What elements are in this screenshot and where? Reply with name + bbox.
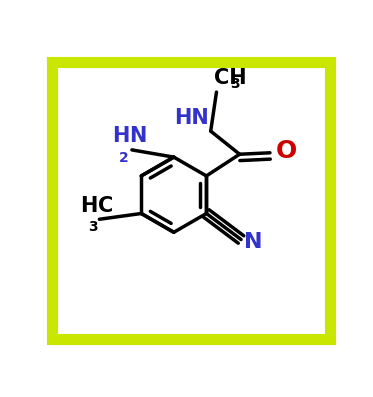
Text: 3: 3 — [231, 77, 240, 91]
Text: HN: HN — [175, 108, 209, 128]
Text: CH: CH — [214, 68, 246, 88]
Text: 2: 2 — [119, 151, 129, 165]
Text: N: N — [244, 232, 263, 252]
Text: H: H — [112, 126, 129, 146]
Text: O: O — [276, 139, 297, 163]
Text: 3: 3 — [88, 220, 98, 234]
Text: N: N — [129, 126, 146, 146]
Text: H: H — [81, 196, 98, 216]
Text: C: C — [98, 196, 113, 216]
FancyBboxPatch shape — [52, 62, 330, 339]
